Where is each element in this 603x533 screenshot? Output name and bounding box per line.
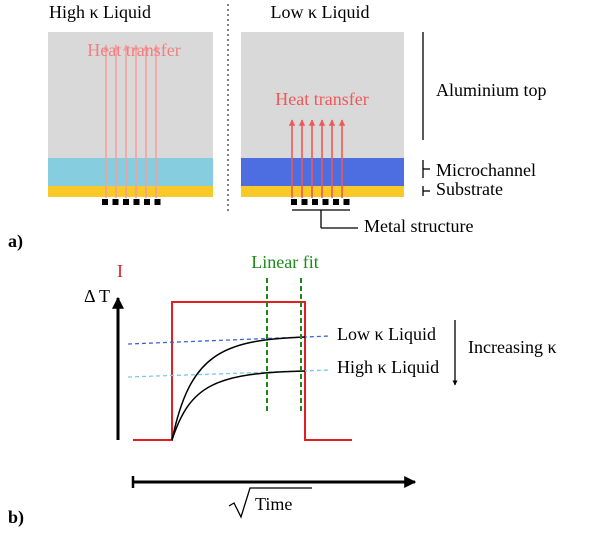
metal-pad <box>333 199 339 205</box>
fit-label: Linear fit <box>251 252 318 272</box>
substrate <box>48 186 213 197</box>
temp-label: Δ T <box>84 286 110 306</box>
x-label: Time <box>255 494 292 514</box>
metal-pad <box>291 199 297 205</box>
layer-label: Microchannel <box>436 160 536 180</box>
layer-label: Aluminium top <box>436 80 547 100</box>
metal-label: Metal structure <box>364 216 473 236</box>
metal-pad <box>123 199 129 205</box>
curve-label: High κ Liquid <box>337 357 439 377</box>
page: High κ Liquid Low κ Liquid Heat transfer… <box>0 0 603 533</box>
panel-label: a) <box>8 231 23 252</box>
heat-label: Heat transfer <box>275 89 368 109</box>
curve-label: Low κ Liquid <box>337 324 436 344</box>
microchannel <box>48 158 213 186</box>
curve-low <box>172 337 305 440</box>
metal-pad <box>344 199 350 205</box>
metal-pad <box>155 199 161 205</box>
panel-label: b) <box>8 507 24 528</box>
current-label: I <box>117 261 123 281</box>
metal-pad <box>134 199 140 205</box>
metal-pad <box>144 199 150 205</box>
metal-pad <box>113 199 119 205</box>
figure: High κ Liquid Low κ Liquid Heat transfer… <box>0 0 603 533</box>
left-title: High κ Liquid <box>49 2 151 22</box>
trend-label: Increasing κ <box>468 337 557 357</box>
metal-pad <box>102 199 108 205</box>
metal-pad <box>323 199 329 205</box>
metal-pad <box>302 199 308 205</box>
heat-label: Heat transfer <box>87 40 180 60</box>
layer-label: Substrate <box>436 179 503 199</box>
right-title: Low κ Liquid <box>270 2 369 22</box>
metal-pad <box>312 199 318 205</box>
